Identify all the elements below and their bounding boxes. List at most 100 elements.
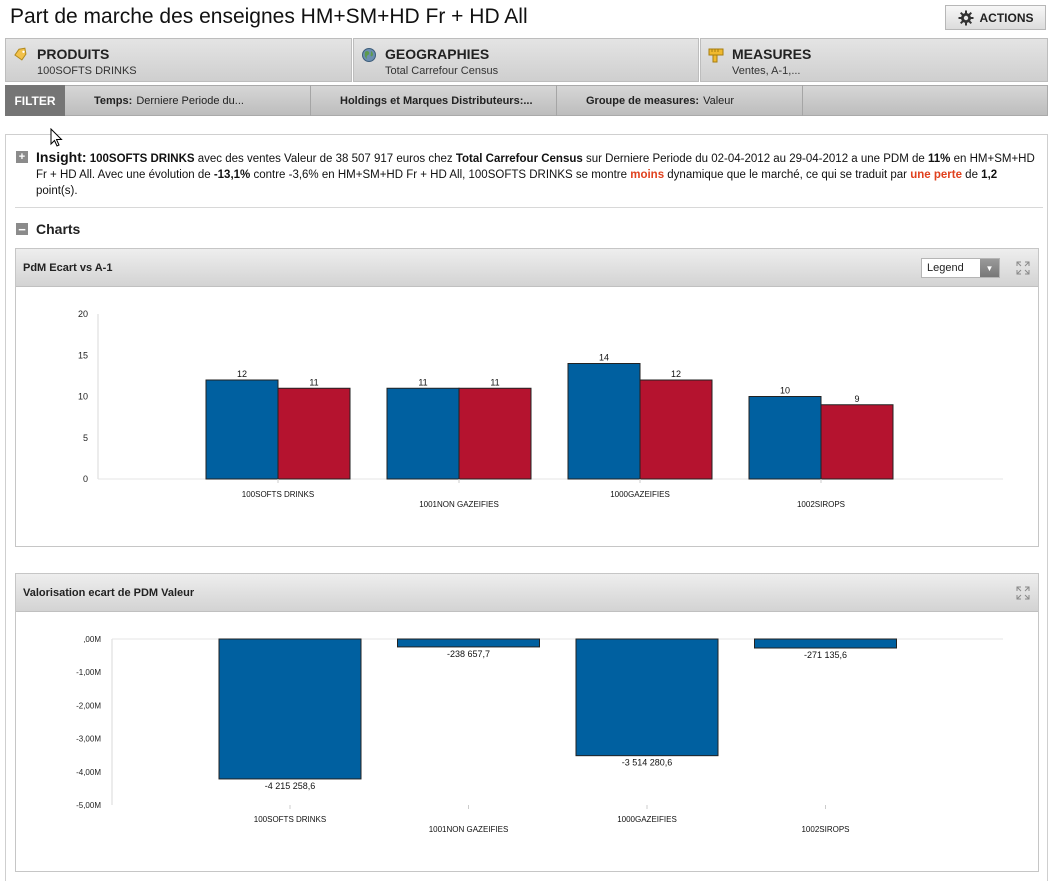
dimension-measures[interactable]: MEASURES Ventes, A-1,... [700, 38, 1048, 82]
data-label: 10 [780, 386, 790, 396]
x-tick-label: 1002SIROPS [801, 825, 849, 834]
chart-panel-pdm-ecart: PdM Ecart vs A-1 Legend ▼ 0 5 10 15 20 12 11 10… [15, 248, 1039, 547]
filter-temps[interactable]: Temps: Derniere Periode du... [65, 85, 311, 116]
expand-icon[interactable] [1016, 261, 1030, 275]
page-title: Part de marche des enseignes HM+SM+HD Fr… [10, 5, 528, 28]
insight-pdm: 11% [928, 153, 951, 165]
chevron-down-icon: ▼ [980, 259, 999, 277]
insight-text-part: de [961, 169, 982, 181]
y-tick-label: 20 [78, 309, 88, 319]
x-tick-label: 1001NON GAZEIFIES [419, 500, 499, 509]
chart-panel-title: PdM Ecart vs A-1 [23, 262, 113, 274]
bar [639, 379, 713, 480]
tag-icon [14, 47, 27, 61]
filter-groupe-measures[interactable]: Groupe de measures: Valeur [557, 85, 803, 116]
dimension-subtitle: 100SOFTS DRINKS [37, 65, 137, 77]
divider [15, 207, 1043, 208]
y-tick-label: -1,00M [76, 668, 101, 677]
dimension-title: MEASURES [732, 46, 812, 62]
x-tick-label: 100SOFTS DRINKS [254, 815, 326, 824]
data-label: -4 215 258,6 [265, 781, 316, 791]
y-tick-label: 0 [83, 474, 88, 484]
insight-product: 100SOFTS DRINKS [89, 153, 195, 165]
insight-geography: Total Carrefour Census [455, 153, 583, 165]
x-tick-label: 100SOFTS DRINKS [242, 490, 314, 499]
data-label: 9 [854, 394, 859, 404]
dimension-title: GEOGRAPHIES [385, 46, 490, 62]
data-label: 11 [490, 377, 499, 387]
dimension-title: PRODUITS [37, 46, 110, 62]
bar [458, 387, 532, 480]
filter-value: Derniere Periode du... [136, 94, 244, 107]
bar [277, 387, 351, 480]
filter-key: Holdings et Marques Distributeurs:... [340, 94, 533, 107]
globe-icon [362, 48, 376, 62]
data-label: -271 135,6 [804, 650, 847, 660]
bar [748, 396, 822, 480]
bar [397, 638, 540, 648]
y-tick-label: 10 [78, 392, 88, 402]
filter-value: Valeur [703, 94, 735, 107]
chart-panel-title: Valorisation ecart de PDM Valeur [23, 587, 195, 599]
y-tick-label: -3,00M [76, 735, 101, 744]
chart-pdm-ecart: 0 5 10 15 20 12 11 100SOFTS DRINKS 11 11 1001NON G… [78, 309, 1003, 509]
x-tick-label: 1000GAZEIFIES [610, 490, 670, 499]
legend-dropdown-label: Legend [927, 262, 964, 274]
bar [218, 638, 362, 780]
mouse-cursor-icon [50, 128, 63, 147]
chart-panel-header: Valorisation ecart de PDM Valeur [16, 574, 1038, 612]
insight-evolution: -13,1% [213, 169, 251, 181]
data-label: 11 [418, 377, 427, 387]
dimension-produits[interactable]: PRODUITS 100SOFTS DRINKS [5, 38, 352, 82]
chart-panel-header: PdM Ecart vs A-1 Legend ▼ [16, 249, 1038, 287]
filter-bar [5, 85, 1048, 116]
actions-button[interactable]: ACTIONS [945, 5, 1046, 30]
insight-text-part: en HM+SM+HD Fr + HD All. Avec une évolut… [36, 153, 1035, 181]
data-label: 12 [237, 369, 247, 379]
insight-points: 1,2 [981, 169, 998, 181]
insight-perte: une perte [910, 169, 962, 181]
x-tick-label: 1001NON GAZEIFIES [429, 825, 509, 834]
filter-key: Temps: [94, 94, 133, 107]
dimension-subtitle: Total Carrefour Census [385, 65, 499, 77]
x-tick-label: 1000GAZEIFIES [617, 815, 677, 824]
insight-text: Insight: 100SOFTS DRINKS avec des ventes… [36, 149, 1036, 199]
filter-label: FILTER [5, 85, 65, 116]
y-tick-label: 15 [78, 350, 88, 360]
y-tick-label: -4,00M [76, 768, 101, 777]
chart-valorisation: ,00M -1,00M -2,00M -3,00M -4,00M -5,00M -4 215… [76, 635, 1003, 834]
insight-text-part: dynamique que le marché, ce qui se tradu… [664, 169, 911, 181]
bar [754, 638, 897, 649]
y-tick-label: ,00M [83, 635, 101, 644]
gear-icon [958, 10, 973, 25]
actions-label: ACTIONS [979, 10, 1034, 25]
filter-holdings[interactable]: Holdings et Marques Distributeurs:... [311, 85, 557, 116]
charts-section-title: Charts [36, 221, 81, 237]
charts-collapse-icon[interactable]: − [16, 223, 28, 236]
content-area [5, 134, 1048, 881]
data-label: 11 [309, 377, 318, 387]
data-label: 12 [671, 369, 681, 379]
data-label: 14 [599, 353, 609, 363]
expand-icon[interactable] [1016, 586, 1030, 600]
insight-text-part: contre -3,6% en HM+SM+HD Fr + HD All, 10… [250, 169, 631, 181]
measure-icon [708, 48, 724, 63]
bar [205, 379, 279, 480]
insight-text-part: point(s). [36, 185, 78, 197]
data-label: -238 657,7 [447, 649, 490, 659]
insight-label: Insight: [36, 149, 87, 165]
y-tick-label: -2,00M [76, 701, 101, 710]
x-tick-label: 1002SIROPS [797, 500, 845, 509]
legend-dropdown[interactable]: Legend ▼ [921, 258, 1000, 278]
y-tick-label: -5,00M [76, 801, 101, 810]
dimension-geographies[interactable]: GEOGRAPHIES Total Carrefour Census [353, 38, 699, 82]
filter-key: Groupe de measures: [586, 94, 700, 107]
y-tick-label: 5 [83, 433, 88, 443]
bar [386, 387, 460, 480]
data-label: -3 514 280,6 [622, 758, 673, 768]
insight-text-part: sur Derniere Periode du 02-04-2012 au 29… [582, 153, 929, 165]
insight-expand-icon[interactable]: + [16, 151, 28, 163]
bar [567, 363, 641, 480]
bar [820, 404, 894, 480]
insight-text-part: avec des ventes Valeur de 38 507 917 eur… [194, 153, 456, 165]
